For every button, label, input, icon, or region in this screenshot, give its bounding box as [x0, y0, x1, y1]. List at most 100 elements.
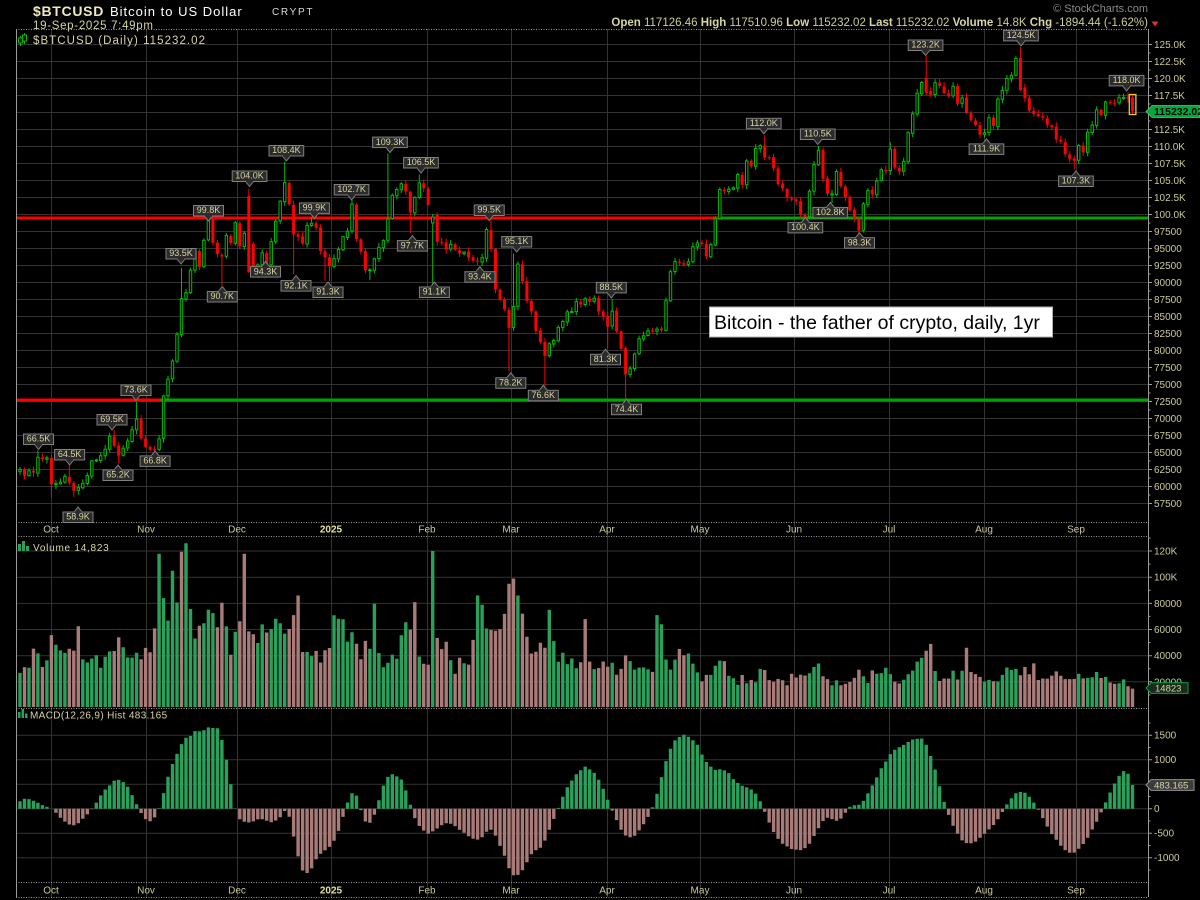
svg-text:107.5K: 107.5K — [1154, 159, 1186, 170]
svg-text:Mar: Mar — [502, 886, 520, 897]
svg-text:Open 117126.46 High 117510.96: Open 117126.46 High 117510.96 Low 115232… — [611, 17, 1148, 29]
svg-text:102.5K: 102.5K — [1154, 193, 1186, 204]
svg-text:112.0K: 112.0K — [750, 118, 778, 128]
svg-text:Sep: Sep — [1067, 886, 1085, 897]
svg-text:98.3K: 98.3K — [848, 237, 872, 247]
svg-text:92.1K: 92.1K — [284, 280, 308, 290]
svg-text:70000: 70000 — [1154, 414, 1182, 425]
svg-text:115232.02: 115232.02 — [1154, 106, 1200, 118]
svg-text:$BTCUSD: $BTCUSD — [33, 3, 104, 19]
svg-text:CRYPT: CRYPT — [272, 7, 314, 18]
svg-text:112.5K: 112.5K — [1154, 125, 1185, 136]
svg-text:65.2K: 65.2K — [106, 470, 130, 480]
svg-text:57500: 57500 — [1154, 499, 1182, 510]
svg-text:77500: 77500 — [1154, 363, 1182, 374]
svg-text:Mar: Mar — [502, 525, 520, 536]
svg-text:Jul: Jul — [883, 525, 896, 536]
svg-text:104.0K: 104.0K — [235, 171, 264, 181]
svg-text:105.0K: 105.0K — [1154, 176, 1186, 187]
svg-text:90.7K: 90.7K — [211, 291, 235, 301]
svg-text:100K: 100K — [1154, 573, 1178, 584]
svg-text:Bitcoin - the father of crypto: Bitcoin - the father of crypto, daily, 1… — [714, 312, 1040, 334]
svg-text:80000: 80000 — [1154, 346, 1182, 357]
svg-text:62500: 62500 — [1154, 465, 1182, 476]
svg-text:78.2K: 78.2K — [499, 378, 523, 388]
svg-text:483.165: 483.165 — [1154, 780, 1188, 791]
svg-text:14823: 14823 — [1155, 683, 1181, 694]
svg-text:97500: 97500 — [1154, 227, 1182, 238]
svg-text:2025: 2025 — [320, 886, 343, 897]
svg-text:66.8K: 66.8K — [143, 456, 167, 466]
svg-text:106.5K: 106.5K — [407, 157, 436, 167]
svg-text:75000: 75000 — [1154, 380, 1182, 391]
svg-text:$BTCUSD (Daily) 115232.02: $BTCUSD (Daily) 115232.02 — [33, 35, 206, 47]
svg-text:Jun: Jun — [786, 525, 802, 536]
svg-text:May: May — [691, 886, 710, 897]
svg-text:85000: 85000 — [1154, 312, 1182, 323]
svg-text:40000: 40000 — [1154, 651, 1182, 662]
svg-text:91.3K: 91.3K — [316, 287, 340, 297]
svg-text:93.4K: 93.4K — [468, 271, 492, 281]
svg-text:76.6K: 76.6K — [532, 390, 556, 400]
svg-text:82500: 82500 — [1154, 329, 1182, 340]
svg-text:111.9K: 111.9K — [973, 144, 1000, 154]
svg-text:Nov: Nov — [137, 886, 155, 897]
svg-text:99.5K: 99.5K — [477, 205, 501, 215]
svg-text:100.0K: 100.0K — [1154, 210, 1186, 221]
svg-text:2025: 2025 — [320, 525, 343, 536]
svg-text:91.1K: 91.1K — [423, 287, 447, 297]
svg-text:120.0K: 120.0K — [1154, 74, 1186, 85]
svg-text:May: May — [691, 525, 710, 536]
svg-text:Volume 14,823: Volume 14,823 — [33, 543, 109, 554]
svg-text:1000: 1000 — [1154, 755, 1177, 766]
svg-text:Dec: Dec — [228, 886, 246, 897]
svg-text:87500: 87500 — [1154, 295, 1182, 306]
svg-text:69.5K: 69.5K — [100, 414, 124, 424]
svg-text:110.5K: 110.5K — [804, 129, 832, 139]
svg-text:74.4K: 74.4K — [615, 404, 639, 414]
svg-text:100.4K: 100.4K — [791, 222, 820, 232]
svg-text:19-Sep-2025 7:49pm: 19-Sep-2025 7:49pm — [33, 20, 154, 32]
svg-text:123.2K: 123.2K — [911, 40, 940, 50]
svg-text:64.5K: 64.5K — [58, 449, 82, 459]
svg-text:99.8K: 99.8K — [197, 205, 221, 215]
svg-text:125.0K: 125.0K — [1154, 40, 1186, 51]
svg-text:1500: 1500 — [1154, 731, 1177, 742]
svg-text:94.3K: 94.3K — [254, 266, 278, 276]
svg-text:109.3K: 109.3K — [376, 137, 405, 147]
svg-text:0: 0 — [1154, 804, 1160, 815]
svg-text:-500: -500 — [1154, 829, 1174, 840]
svg-text:MACD(12,26,9) Hist 483.165: MACD(12,26,9) Hist 483.165 — [30, 711, 168, 722]
svg-text:118.0K: 118.0K — [1113, 75, 1141, 85]
svg-text:97.7K: 97.7K — [401, 240, 425, 250]
svg-text:108.4K: 108.4K — [272, 145, 301, 155]
svg-text:90000: 90000 — [1154, 278, 1182, 289]
svg-text:Feb: Feb — [418, 886, 436, 897]
svg-text:Aug: Aug — [975, 525, 993, 536]
svg-text:Dec: Dec — [228, 525, 246, 536]
svg-text:-1000: -1000 — [1154, 853, 1180, 864]
svg-text:95000: 95000 — [1154, 244, 1182, 255]
svg-text:Apr: Apr — [599, 886, 615, 897]
svg-text:Apr: Apr — [599, 525, 615, 536]
svg-text:93.5K: 93.5K — [169, 248, 193, 258]
svg-text:99.9K: 99.9K — [303, 203, 327, 213]
svg-text:117.5K: 117.5K — [1154, 91, 1185, 102]
svg-text:66.5K: 66.5K — [27, 434, 51, 444]
svg-text:Jul: Jul — [883, 886, 896, 897]
svg-text:88.5K: 88.5K — [600, 282, 624, 292]
svg-text:72500: 72500 — [1154, 397, 1182, 408]
svg-text:110.0K: 110.0K — [1154, 142, 1185, 153]
svg-text:65000: 65000 — [1154, 448, 1182, 459]
svg-text:124.5K: 124.5K — [1007, 30, 1036, 40]
svg-text:95.1K: 95.1K — [505, 236, 529, 246]
svg-text:Jun: Jun — [786, 886, 802, 897]
svg-text:80000: 80000 — [1154, 599, 1182, 610]
svg-text:Bitcoin to US Dollar: Bitcoin to US Dollar — [110, 4, 243, 19]
svg-text:81.3K: 81.3K — [594, 354, 618, 364]
svg-text:Sep: Sep — [1067, 525, 1085, 536]
svg-text:Nov: Nov — [137, 525, 155, 536]
svg-text:Oct: Oct — [43, 525, 59, 536]
svg-text:Feb: Feb — [418, 525, 436, 536]
svg-text:60000: 60000 — [1154, 625, 1182, 636]
